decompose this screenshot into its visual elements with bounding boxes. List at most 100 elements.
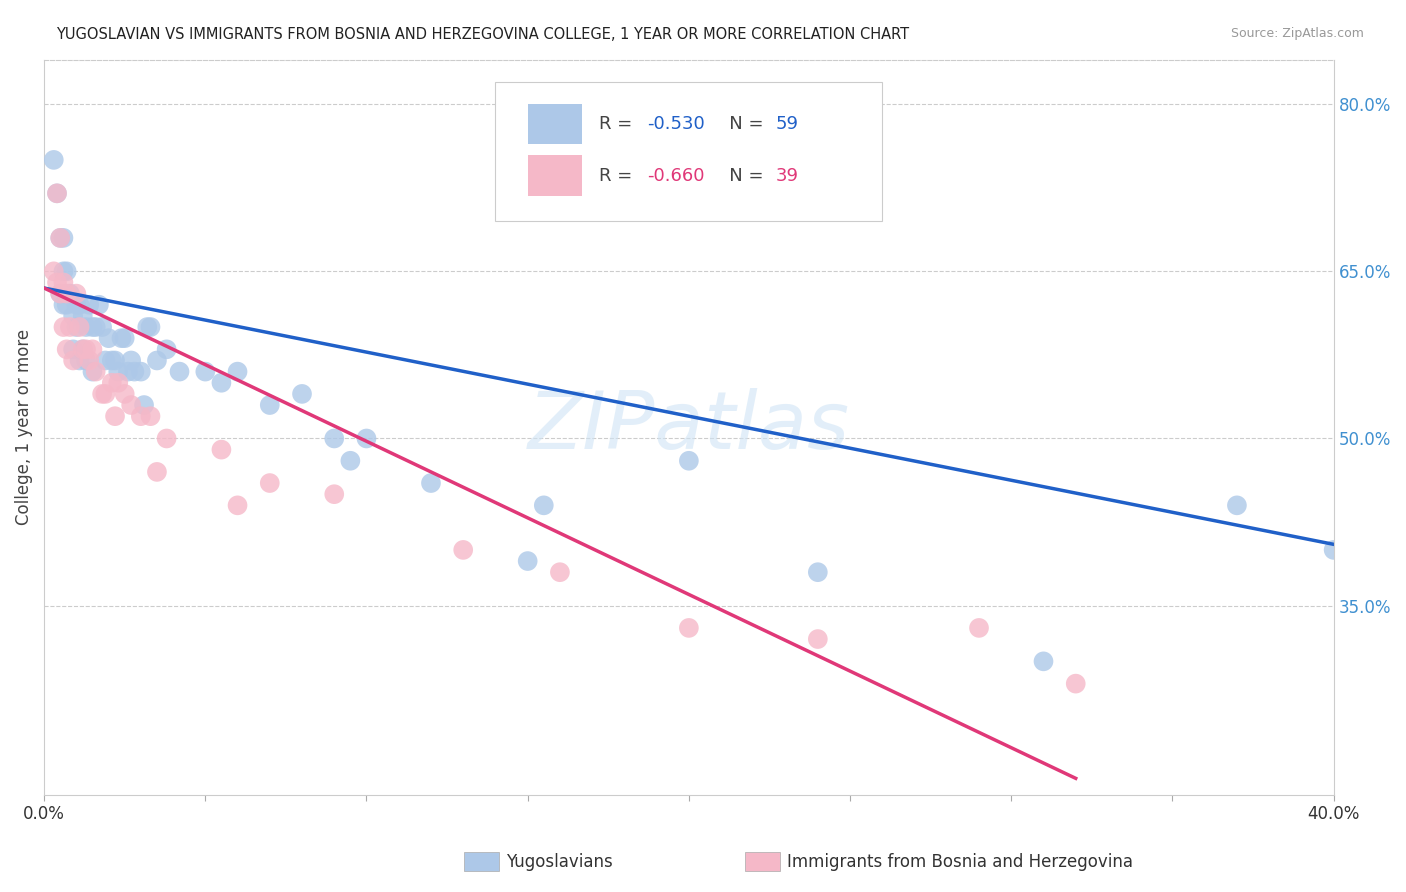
Point xyxy=(42,264,65,278)
Point xyxy=(82,365,104,379)
Point xyxy=(209,442,232,457)
Point xyxy=(129,365,152,379)
Point xyxy=(77,298,100,312)
Point xyxy=(62,353,84,368)
Point xyxy=(52,231,75,245)
Point xyxy=(169,365,191,379)
Point xyxy=(209,376,232,390)
Point xyxy=(104,353,127,368)
Point xyxy=(46,276,69,290)
Point xyxy=(323,432,346,446)
Point xyxy=(46,186,69,201)
Point xyxy=(104,409,127,424)
Point xyxy=(52,298,75,312)
Point xyxy=(91,387,114,401)
Point xyxy=(114,331,136,345)
Point xyxy=(146,465,169,479)
Text: YUGOSLAVIAN VS IMMIGRANTS FROM BOSNIA AND HERZEGOVINA COLLEGE, 1 YEAR OR MORE CO: YUGOSLAVIAN VS IMMIGRANTS FROM BOSNIA AN… xyxy=(56,27,910,42)
Text: -0.660: -0.660 xyxy=(648,167,706,185)
Point xyxy=(91,320,114,334)
Point xyxy=(69,320,91,334)
Point xyxy=(84,365,107,379)
Text: N =: N = xyxy=(711,115,769,133)
Text: -0.530: -0.530 xyxy=(648,115,706,133)
Point xyxy=(82,320,104,334)
Point xyxy=(97,331,120,345)
Point xyxy=(101,353,124,368)
Point xyxy=(120,398,142,412)
Point xyxy=(49,231,72,245)
Point xyxy=(94,387,117,401)
Text: R =: R = xyxy=(599,167,637,185)
Text: Yugoslavians: Yugoslavians xyxy=(506,853,613,871)
Point xyxy=(807,632,830,646)
Point xyxy=(107,365,129,379)
Point xyxy=(678,621,700,635)
Point xyxy=(72,343,94,357)
FancyBboxPatch shape xyxy=(527,103,582,145)
Point xyxy=(807,565,830,579)
Point xyxy=(69,353,91,368)
Y-axis label: College, 1 year or more: College, 1 year or more xyxy=(15,329,32,525)
Point xyxy=(139,320,162,334)
Point xyxy=(533,499,555,513)
Point xyxy=(65,286,87,301)
Point xyxy=(55,264,77,278)
Point xyxy=(1064,676,1087,690)
Point xyxy=(55,343,77,357)
Point xyxy=(49,286,72,301)
Point xyxy=(49,231,72,245)
FancyBboxPatch shape xyxy=(495,82,883,221)
Text: ZIPatlas: ZIPatlas xyxy=(527,388,851,467)
Point xyxy=(87,298,110,312)
Point xyxy=(72,309,94,323)
Point xyxy=(110,331,132,345)
Point xyxy=(107,376,129,390)
Point xyxy=(291,387,314,401)
Point xyxy=(420,476,443,491)
Text: Source: ZipAtlas.com: Source: ZipAtlas.com xyxy=(1230,27,1364,40)
Point xyxy=(136,320,159,334)
Point xyxy=(46,186,69,201)
Point xyxy=(129,409,152,424)
Point xyxy=(84,320,107,334)
Point xyxy=(75,353,97,368)
Text: 39: 39 xyxy=(775,167,799,185)
Point xyxy=(451,542,474,557)
Point xyxy=(339,454,361,468)
FancyBboxPatch shape xyxy=(527,155,582,195)
Point xyxy=(62,309,84,323)
Point xyxy=(72,343,94,357)
Point xyxy=(124,365,146,379)
Text: N =: N = xyxy=(711,167,769,185)
Point xyxy=(516,554,538,568)
Point xyxy=(139,409,162,424)
Point xyxy=(55,286,77,301)
Point xyxy=(62,343,84,357)
Point xyxy=(75,320,97,334)
Point xyxy=(678,454,700,468)
Text: Immigrants from Bosnia and Herzegovina: Immigrants from Bosnia and Herzegovina xyxy=(787,853,1133,871)
Text: 59: 59 xyxy=(775,115,799,133)
Point xyxy=(194,365,217,379)
Point xyxy=(55,298,77,312)
Point xyxy=(156,343,179,357)
Point xyxy=(226,499,249,513)
Point xyxy=(548,565,571,579)
Text: R =: R = xyxy=(599,115,637,133)
Point xyxy=(120,353,142,368)
Point xyxy=(52,264,75,278)
Point xyxy=(259,476,281,491)
Point xyxy=(65,298,87,312)
Point xyxy=(42,153,65,167)
Point xyxy=(65,320,87,334)
Point xyxy=(323,487,346,501)
Point xyxy=(75,343,97,357)
Point xyxy=(52,276,75,290)
Point xyxy=(259,398,281,412)
Point xyxy=(52,320,75,334)
Point xyxy=(101,376,124,390)
Point xyxy=(967,621,990,635)
Point xyxy=(114,387,136,401)
Point xyxy=(77,353,100,368)
